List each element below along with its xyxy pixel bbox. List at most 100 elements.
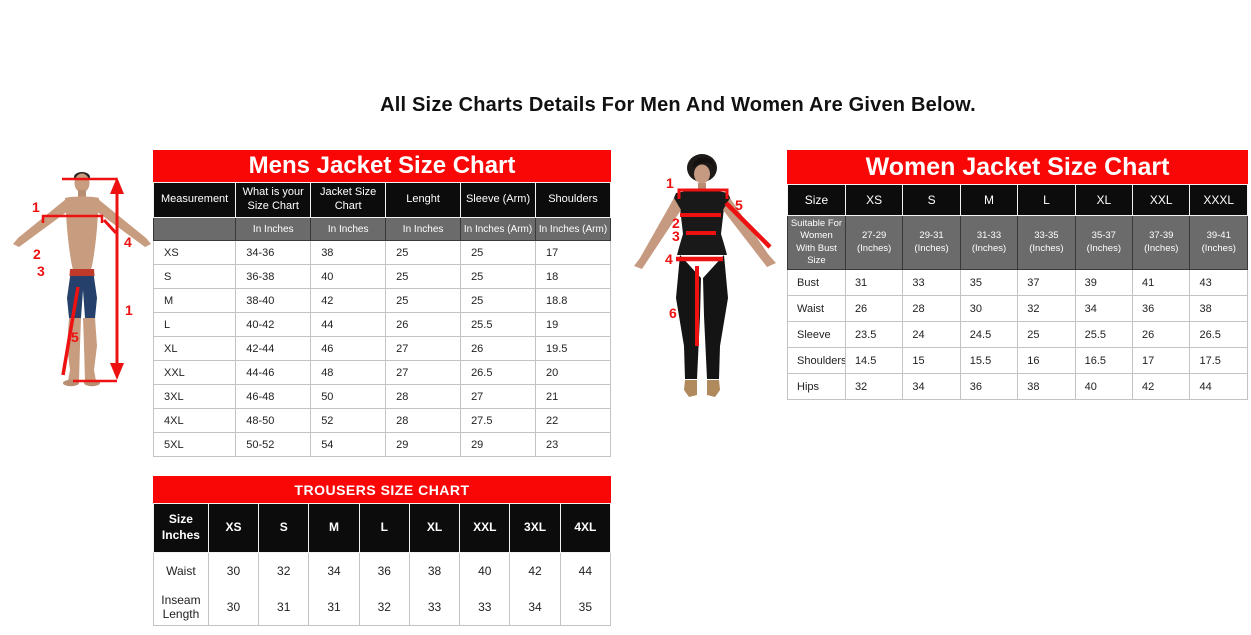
trousers-size-chart: TROUSERS SIZE CHART Size Inches XS S M L XL XX…	[153, 476, 612, 626]
female-measurement-figure: 1 2 3 4 5 6	[628, 146, 785, 402]
unit-cell: 39-41 (Inches)	[1189, 214, 1248, 271]
header-cell: XXXL	[1189, 184, 1248, 216]
row-label-cell: L	[152, 312, 237, 337]
data-cell: 42	[1132, 373, 1191, 401]
row-label-cell: M	[152, 288, 237, 313]
table-row: 4XL 48-50 52 28 27.5 22	[152, 408, 611, 433]
unit-cell: In Inches	[385, 217, 462, 241]
header-row: Size Inches XS S M L XL XXL 3XL 4XL	[153, 503, 612, 553]
data-cell: 34	[902, 373, 961, 401]
female-label-hips: 4	[665, 251, 673, 267]
data-cell: 46	[310, 336, 387, 361]
data-cell: 16	[1017, 347, 1076, 375]
unit-cell: In Inches (Arm)	[460, 217, 536, 241]
data-cell: 42	[310, 288, 387, 313]
data-cell: 32	[1017, 295, 1076, 323]
data-cell: 42	[509, 552, 561, 589]
data-cell: 40	[310, 264, 387, 289]
female-label-shoulders: 1	[666, 175, 674, 191]
male-label-trouser: 5	[71, 329, 79, 345]
data-cell: 33	[408, 589, 461, 626]
header-cell: M	[959, 184, 1019, 216]
header-cell: S	[902, 184, 961, 216]
female-figure-illustration: 1 2 3 4 5 6	[634, 154, 776, 397]
women-chart-title: Women Jacket Size Chart	[787, 150, 1248, 184]
table-row: Waist 30 32 34 36 38 40 42 44	[153, 552, 612, 589]
data-cell: 52	[310, 408, 387, 433]
unit-cell: Suitable For Women With Bust Size	[787, 214, 846, 271]
data-cell: 38	[310, 240, 387, 265]
unit-cell	[152, 217, 237, 241]
row-label-cell: XL	[152, 336, 237, 361]
data-cell: 38	[1189, 295, 1248, 323]
data-cell: 40	[1074, 373, 1134, 401]
header-cell: Shoulders	[535, 182, 611, 218]
unit-cell: 31-33 (Inches)	[959, 214, 1019, 271]
data-cell: 35	[959, 269, 1019, 297]
data-cell: 27.5	[460, 408, 536, 433]
header-cell: L	[1017, 184, 1076, 216]
unit-cell: 37-39 (Inches)	[1132, 214, 1191, 271]
male-label-shoulders: 1	[32, 199, 40, 215]
header-cell: Size	[787, 184, 846, 216]
data-cell: 28	[385, 408, 462, 433]
data-cell: 26	[1132, 321, 1191, 349]
header-cell: Measurement	[152, 182, 237, 218]
row-label-cell: Inseam Length	[153, 589, 209, 626]
row-label-cell: Bust	[787, 269, 846, 297]
female-label-inseam: 6	[669, 305, 677, 321]
header-cell: S	[258, 503, 310, 553]
data-cell: 44	[559, 552, 612, 589]
data-cell: 31	[308, 589, 360, 626]
units-row: In Inches In Inches In Inches In Inches (Ar…	[152, 217, 611, 241]
mens-jacket-size-chart: Mens Jacket Size Chart Measurement What i…	[152, 150, 611, 457]
data-cell: 25.5	[1074, 321, 1134, 349]
data-cell: 34	[308, 552, 360, 589]
data-cell: 25	[460, 288, 536, 313]
data-cell: 25	[385, 264, 462, 289]
data-cell: 48	[310, 360, 387, 385]
data-cell: 25	[385, 288, 462, 313]
data-cell: 17	[1132, 347, 1191, 375]
data-cell: 30	[207, 552, 260, 589]
table-row: XS 34-36 38 25 25 17	[152, 240, 611, 265]
row-label-cell: Sleeve	[787, 321, 846, 349]
unit-cell: In Inches	[310, 217, 387, 241]
data-cell: 17	[535, 240, 611, 265]
data-cell: 43	[1189, 269, 1248, 297]
table-row: XL 42-44 46 27 26 19.5	[152, 336, 611, 361]
mens-chart-table: Measurement What is your Size Chart Jacket…	[152, 182, 611, 457]
data-cell: 18	[535, 264, 611, 289]
header-cell: XS	[207, 503, 260, 553]
data-cell: 38	[408, 552, 461, 589]
data-cell: 42-44	[235, 336, 312, 361]
data-cell: 37	[1017, 269, 1076, 297]
data-cell: 30	[207, 589, 260, 626]
data-cell: 23.5	[844, 321, 904, 349]
data-cell: 31	[258, 589, 310, 626]
table-row: Bust 31 33 35 37 39 41 43	[787, 269, 1248, 297]
unit-cell: 35-37 (Inches)	[1074, 214, 1134, 271]
data-cell: 25	[1017, 321, 1076, 349]
data-cell: 30	[959, 295, 1019, 323]
data-cell: 29	[385, 432, 462, 457]
data-cell: 35	[559, 589, 612, 626]
data-cell: 26.5	[460, 360, 536, 385]
male-label-chest: 2	[33, 246, 41, 262]
female-label-sleeve: 5	[735, 197, 743, 213]
data-cell: 48-50	[235, 408, 312, 433]
table-row: 5XL 50-52 54 29 29 23	[152, 432, 611, 457]
data-cell: 22	[535, 408, 611, 433]
trousers-chart-table: Size Inches XS S M L XL XXL 3XL 4XL Waist 30 32 34 3…	[153, 503, 612, 626]
data-cell: 26	[844, 295, 904, 323]
row-label-cell: Hips	[787, 373, 846, 401]
header-cell: 4XL	[559, 503, 612, 553]
data-cell: 25	[460, 264, 536, 289]
data-cell: 50	[310, 384, 387, 409]
table-row: Shoulders 14.5 15 15.5 16 16.5 17 17.5	[787, 347, 1248, 375]
page-title: All Size Charts Details For Men And Wome…	[380, 94, 976, 116]
data-cell: 16.5	[1074, 347, 1134, 375]
data-cell: 27	[460, 384, 536, 409]
header-cell: 3XL	[509, 503, 561, 553]
